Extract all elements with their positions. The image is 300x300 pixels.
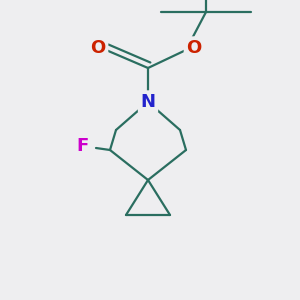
Text: O: O <box>90 39 106 57</box>
Text: O: O <box>186 39 202 57</box>
Text: N: N <box>140 93 155 111</box>
Text: F: F <box>76 137 88 155</box>
